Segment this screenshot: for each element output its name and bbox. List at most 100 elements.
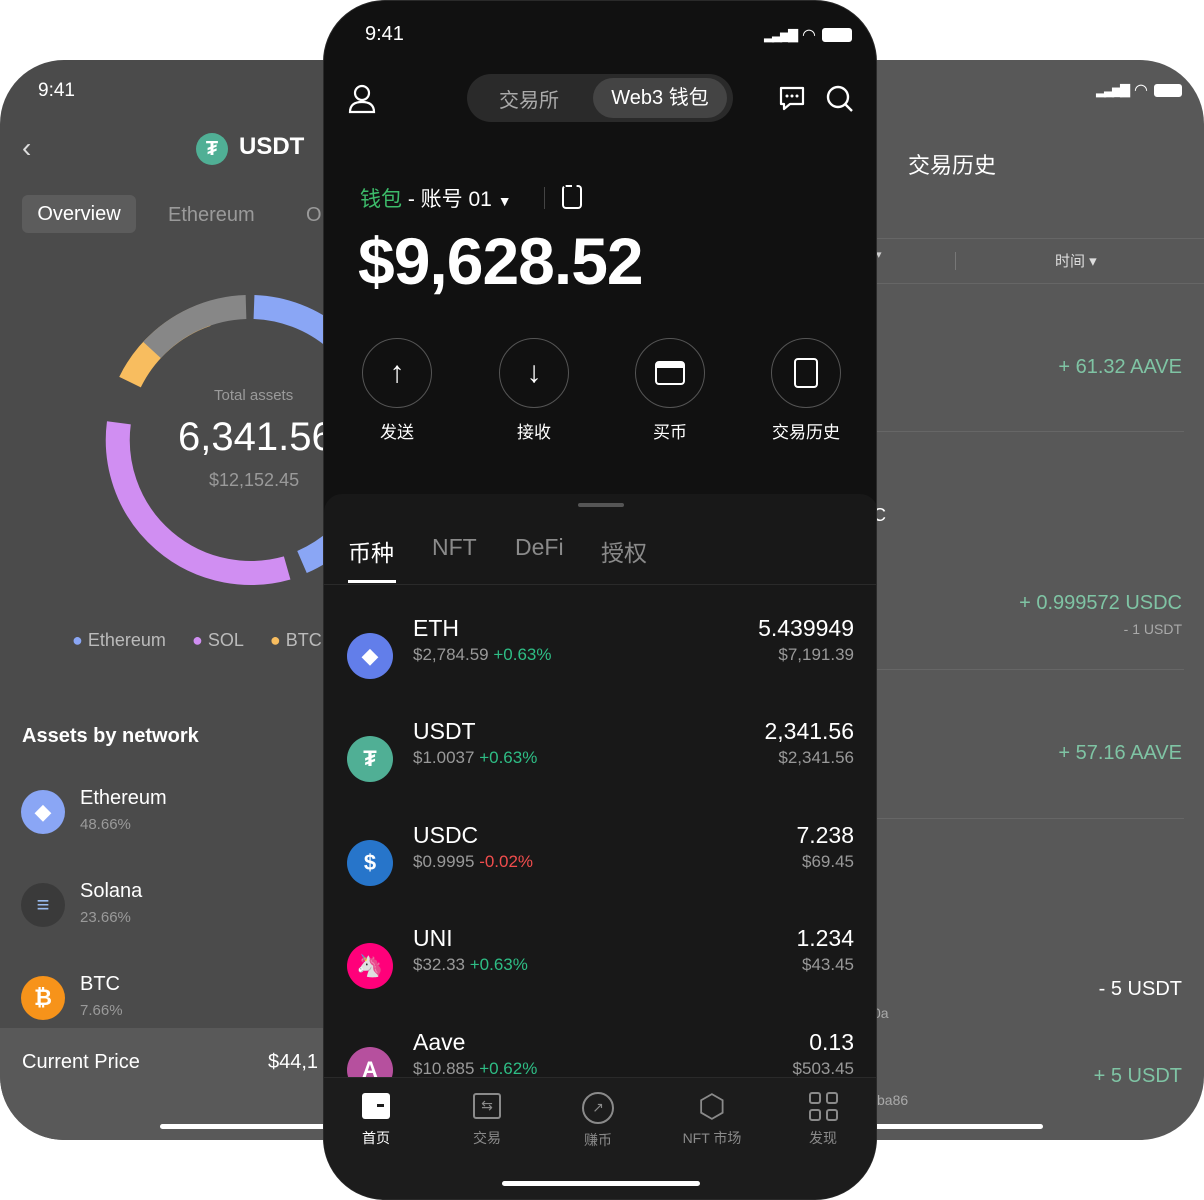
nav-home[interactable]: 首页: [336, 1090, 416, 1148]
send-button[interactable]: ↑ 发送: [362, 338, 432, 443]
price-change: -0.02%: [479, 852, 534, 871]
legend-ethereum: ● Ethereum: [72, 630, 166, 650]
tab-tokens[interactable]: 币种: [348, 540, 394, 566]
message-icon[interactable]: [778, 86, 806, 112]
status-icons: ▂▃▅▇ ◠: [1096, 80, 1182, 100]
transaction-amount[interactable]: - 5 USDT: [1098, 978, 1182, 1000]
earn-icon: ↗: [582, 1092, 614, 1124]
token-value: $43.45: [802, 955, 854, 974]
divider: [955, 252, 956, 270]
segment-exchange[interactable]: 交易所: [499, 90, 559, 112]
active-tab-indicator: [348, 580, 396, 583]
divider: [324, 584, 876, 585]
tab-overview[interactable]: Overview: [22, 195, 136, 233]
section-title: Assets by network: [22, 725, 199, 747]
segment-web3-wallet[interactable]: Web3 钱包: [593, 78, 727, 118]
status-time: 9:41: [365, 23, 404, 45]
nav-earn[interactable]: ↗ 赚币: [558, 1092, 638, 1150]
tab-ethereum[interactable]: Ethereum: [168, 204, 255, 226]
usdc-icon: $: [347, 840, 393, 886]
token-title: USDT: [239, 133, 305, 160]
network-pct: 23.66%: [80, 909, 131, 926]
grid-icon: [807, 1090, 839, 1122]
divider: [780, 238, 1204, 239]
current-price-value: $44,1: [268, 1051, 319, 1073]
wifi-icon: ◠: [1134, 82, 1148, 99]
network-pct: 48.66%: [80, 816, 131, 833]
tab-nft[interactable]: NFT: [432, 534, 477, 560]
filter-caret-icon[interactable]: ▾: [876, 249, 882, 261]
token-symbol: USDC: [413, 822, 479, 848]
wifi-icon: ◠: [802, 27, 816, 44]
eth-icon: ◆: [347, 633, 393, 679]
battery-icon: [822, 28, 852, 42]
total-balance: $9,628.52: [358, 224, 644, 298]
search-icon[interactable]: [826, 85, 854, 113]
profile-icon[interactable]: [348, 84, 376, 114]
nav-trade[interactable]: ⇆ 交易: [447, 1090, 527, 1148]
ethereum-icon: ◆: [21, 790, 65, 834]
btc-icon: ₿: [21, 976, 65, 1020]
divider: [870, 431, 1184, 432]
divider: [870, 818, 1184, 819]
divider: [870, 669, 1184, 670]
page-title: 交易历史: [908, 153, 997, 178]
token-row-usdc[interactable]: $ USDC $0.9995 -0.02% 7.238 $69.45: [324, 822, 876, 934]
token-symbol: UNI: [413, 925, 453, 951]
back-icon[interactable]: ‹: [22, 132, 32, 163]
token-value: $69.45: [802, 852, 854, 871]
token-value: $2,341.56: [778, 748, 854, 767]
network-name: Ethereum: [80, 787, 167, 809]
document-icon: [771, 338, 841, 408]
buy-button[interactable]: 买币: [635, 338, 705, 443]
token-price: $10.885 +0.62%: [413, 1059, 538, 1078]
transaction-amount[interactable]: + 61.32 AAVE: [1058, 356, 1182, 378]
price-change: +0.63%: [469, 955, 528, 974]
time-filter[interactable]: 时间 ▾: [1055, 253, 1097, 270]
tab-approvals[interactable]: 授权: [601, 540, 647, 566]
account-selector[interactable]: 钱包 - 账号 01 ▼: [360, 188, 512, 211]
usdt-icon: ₮: [196, 133, 228, 165]
home-indicator: [160, 1124, 360, 1129]
total-assets-usd: $12,152.45: [209, 470, 300, 490]
divider: [780, 283, 1204, 284]
nft-icon: ⬡: [698, 1088, 726, 1124]
clipped-address: ba86: [877, 1092, 909, 1108]
uni-icon: 🦄: [347, 943, 393, 989]
sheet-handle[interactable]: [578, 503, 624, 507]
nav-discover[interactable]: 发现: [783, 1090, 863, 1148]
token-row-uni[interactable]: 🦄 UNI $32.33 +0.63% 1.234 $43.45: [324, 925, 876, 1037]
bottom-tab-bar: 首页 ⇆ 交易 ↗ 赚币 ⬡ NFT 市场 发现: [324, 1077, 876, 1199]
token-symbol: ETH: [413, 615, 459, 641]
tab-defi[interactable]: DeFi: [515, 534, 564, 560]
token-amount: 2,341.56: [764, 718, 854, 744]
wallet-icon: [360, 1090, 392, 1122]
token-symbol: Aave: [413, 1029, 466, 1055]
center-phone-wallet: 9:41 ▂▃▅▇ ◠ 交易所 Web3 钱包 钱包 - 账号 01 ▼ $9,…: [323, 0, 877, 1200]
history-button[interactable]: 交易历史: [771, 338, 841, 443]
signal-icon: ▂▃▅▇: [764, 27, 798, 42]
receive-button[interactable]: ↓ 接收: [499, 338, 569, 443]
network-pct: 7.66%: [80, 1002, 123, 1019]
copy-address-icon[interactable]: [562, 185, 582, 209]
token-price: $0.9995 -0.02%: [413, 852, 534, 871]
transaction-amount[interactable]: + 57.16 AAVE: [1058, 742, 1182, 764]
token-row-eth[interactable]: ◆ ETH $2,784.59 +0.63% 5.439949 $7,191.3…: [324, 615, 876, 727]
transaction-amount[interactable]: + 5 USDT: [1093, 1065, 1182, 1087]
status-icons: ▂▃▅▇ ◠: [764, 25, 852, 45]
token-amount: 5.439949: [758, 615, 854, 641]
mode-switch[interactable]: 交易所 Web3 钱包: [467, 74, 733, 122]
token-price: $2,784.59 +0.63%: [413, 645, 552, 664]
token-amount: 1.234: [796, 925, 854, 951]
token-row-usdt[interactable]: ₮ USDT $1.0037 +0.63% 2,341.56 $2,341.56: [324, 718, 876, 830]
token-symbol: USDT: [413, 718, 476, 744]
donut-segment-sol: [105, 421, 291, 585]
nav-nft-market[interactable]: ⬡ NFT 市场: [682, 1088, 742, 1146]
tab-other[interactable]: O: [306, 204, 322, 226]
usdt-icon: ₮: [347, 736, 393, 782]
home-indicator: [502, 1181, 700, 1186]
divider: [544, 187, 545, 209]
price-change: +0.63%: [493, 645, 552, 664]
transaction-amount[interactable]: + 0.999572 USDC: [1019, 592, 1182, 614]
transaction-sub-amount: - 1 USDT: [1123, 621, 1182, 637]
